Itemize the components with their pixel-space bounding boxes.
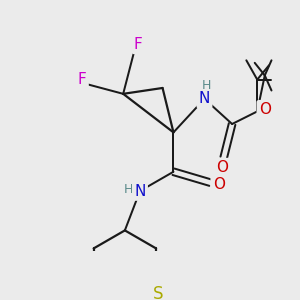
Text: O: O bbox=[213, 177, 225, 192]
Text: H: H bbox=[124, 183, 133, 196]
Text: N: N bbox=[134, 184, 146, 199]
Text: F: F bbox=[134, 37, 142, 52]
Text: S: S bbox=[152, 286, 163, 300]
Text: N: N bbox=[199, 92, 210, 106]
Text: O: O bbox=[259, 102, 271, 117]
Text: F: F bbox=[78, 72, 86, 87]
Text: O: O bbox=[216, 160, 228, 175]
Text: H: H bbox=[201, 79, 211, 92]
